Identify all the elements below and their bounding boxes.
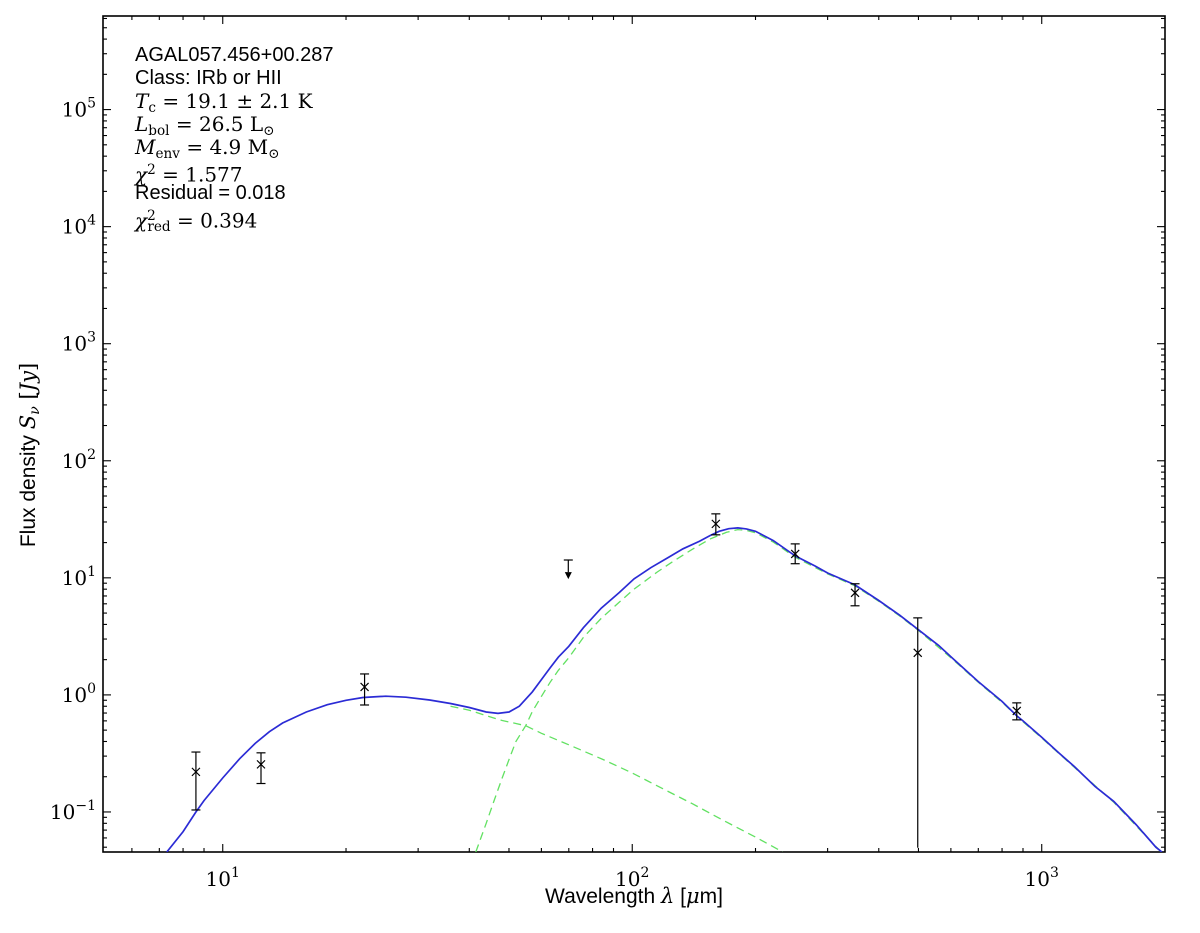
data-point [711,513,721,536]
x-axis-label: Wavelength λ [μm] [334,884,934,909]
annotation-line: Tc = 19.1 ± 2.1 K [135,89,334,116]
text-segment: [ [16,391,40,407]
x-marker [191,767,201,777]
fit-parameters-annotation: AGAL057.456+00.287 Class: IRb or HII Tc = … [135,44,334,235]
text-segment: c [148,99,156,116]
y-tick-label: 105 [62,96,96,122]
text-segment: χ [135,208,148,233]
annotation-line: Lbol = 26.5 L⊙ [135,112,334,139]
text-segment: Jy [16,371,40,392]
y-tick-label: 10−1 [50,798,96,824]
text-segment: Wavelength [545,885,661,908]
text-segment: = 0.394 [170,208,258,233]
text-segment: ν [26,406,43,415]
text-segment: Residual = 0.018 [135,182,286,204]
text-segment: Flux density [17,429,40,548]
text-segment: AGAL057.456+00.287 [135,44,334,66]
text-segment: μ [685,884,700,908]
model-curves [166,527,1163,852]
plot-frame [102,15,1166,853]
text-segment: χ [135,162,148,187]
text-segment: = 1.577 [155,162,243,187]
text-segment: 2 [147,162,156,178]
y-tick-label: 100 [62,681,96,707]
y-tick-label: 103 [62,330,96,356]
data-point [1012,702,1022,721]
annotation-line: AGAL057.456+00.287 [135,44,334,67]
data-point [360,673,370,706]
x-marker [711,519,721,529]
annotation-line: Class: IRb or HII [135,67,334,90]
annotation-line: χ2red = 0.394 [135,205,334,235]
text-segment: red [147,219,171,236]
axis-ticks [103,16,1165,852]
data-point [256,752,266,785]
upper-limit-marker [563,559,573,580]
text-segment: = 4.9 M [179,135,269,159]
total-model-fit-curve [166,527,1163,852]
text-segment: ⊙ [268,145,280,162]
x-marker [256,759,266,769]
annotation-line: χ2 = 1.577 [135,159,334,186]
text-segment: bol [148,122,170,139]
x-tick-label: 102 [615,865,649,891]
text-segment: λ [660,884,675,908]
y-tick-label: 102 [62,447,96,473]
cold-component-curve [475,528,1162,852]
text-segment: L [135,112,149,136]
y-tick-label: 104 [62,213,96,239]
x-marker [1012,706,1022,716]
data-point [191,751,201,811]
y-axis-label: Flux density Sν [Jy] [16,255,44,655]
x-marker [360,682,370,692]
text-segment: = 26.5 L [169,112,264,136]
annotation-line: Residual = 0.018 [135,182,334,205]
x-marker [790,549,800,559]
warm-component-curve [450,705,784,852]
text-segment: ] [16,362,40,372]
text-segment: Class: IRb or HII [135,67,282,89]
text-segment: T [135,89,149,113]
text-segment: ⊙ [263,122,275,139]
text-segment: 2 [147,208,156,224]
text-segment: env [155,145,180,162]
tick-labels: 101 102 103 10−1 100 101 102 103 104 105 [50,96,1059,891]
text-segment: S [16,414,40,430]
text-segment: = 19.1 ± 2.1 K [155,89,313,113]
x-tick-label: 101 [206,865,240,891]
y-tick-label: 101 [62,564,96,590]
data-point [790,543,800,565]
text-segment: m] [699,885,723,908]
text-segment: M [135,135,156,159]
x-marker [913,648,923,658]
down-arrow-icon [564,572,572,580]
x-marker [850,588,860,598]
text-segment: [ [674,885,686,908]
data-points [191,513,1022,848]
data-point [850,583,860,607]
data-point [913,617,923,848]
annotation-line: Menv = 4.9 M⊙ [135,135,334,162]
x-tick-label: 103 [1025,865,1059,891]
